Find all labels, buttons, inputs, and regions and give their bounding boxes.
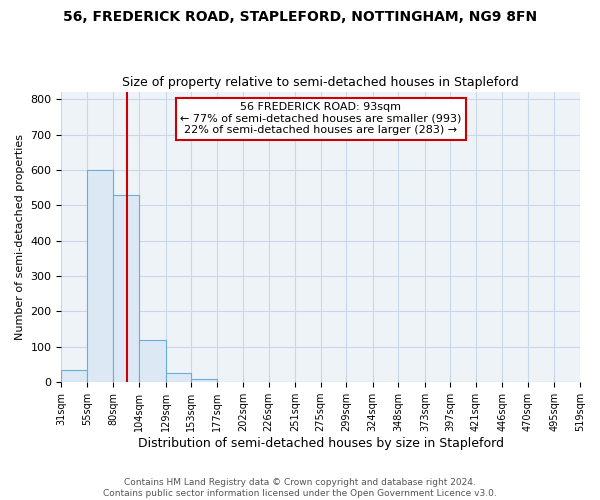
Bar [139,340,166,382]
Bar [113,194,139,382]
Text: 56 FREDERICK ROAD: 93sqm
← 77% of semi-detached houses are smaller (993)
22% of : 56 FREDERICK ROAD: 93sqm ← 77% of semi-d… [180,102,461,136]
Bar [166,374,191,382]
Title: Size of property relative to semi-detached houses in Stapleford: Size of property relative to semi-detach… [122,76,519,90]
Text: 56, FREDERICK ROAD, STAPLEFORD, NOTTINGHAM, NG9 8FN: 56, FREDERICK ROAD, STAPLEFORD, NOTTINGH… [63,10,537,24]
Bar [87,170,113,382]
X-axis label: Distribution of semi-detached houses by size in Stapleford: Distribution of semi-detached houses by … [138,437,504,450]
Y-axis label: Number of semi-detached properties: Number of semi-detached properties [15,134,25,340]
Bar [191,378,217,382]
Text: Contains HM Land Registry data © Crown copyright and database right 2024.
Contai: Contains HM Land Registry data © Crown c… [103,478,497,498]
Bar [61,370,87,382]
